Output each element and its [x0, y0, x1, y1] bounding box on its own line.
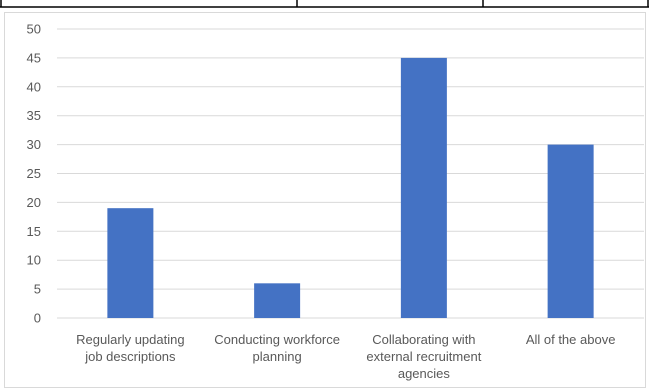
y-tick-label: 35: [27, 108, 41, 123]
x-category-label-line: external recruitment: [366, 349, 481, 364]
x-category-label: Collaborating with external recruitment ag…: [366, 332, 481, 381]
x-category-label-line: job descriptions: [84, 349, 176, 364]
x-category-label-line: Regularly updating: [76, 332, 184, 347]
bar: [400, 57, 447, 319]
y-tick-label: 30: [27, 137, 41, 152]
bar: [547, 144, 594, 318]
y-tick-label: 50: [27, 22, 41, 37]
y-tick-label: 20: [27, 195, 41, 210]
y-tick-label: 0: [34, 311, 41, 326]
y-tick-label: 25: [27, 166, 41, 181]
x-category-label: All of the above: [526, 332, 616, 347]
table-bottom-strip: [0, 0, 649, 8]
y-tick-label: 5: [34, 282, 41, 297]
bar: [254, 283, 301, 318]
bar: [107, 208, 154, 318]
y-tick-label: 40: [27, 79, 41, 94]
x-category-label-line: Conducting workforce: [214, 332, 340, 347]
x-category-label-line: planning: [253, 349, 302, 364]
x-category-label-line: All of the above: [526, 332, 616, 347]
x-category-label: Conducting workforce planning: [214, 332, 340, 364]
x-category-label-line: agencies: [398, 366, 451, 381]
x-category-label: Regularly updating job descriptions: [76, 332, 184, 364]
chart-frame: [4, 12, 646, 388]
y-tick-label: 15: [27, 224, 41, 239]
y-tick-label: 10: [27, 253, 41, 268]
y-tick-label: 45: [27, 50, 41, 65]
x-category-label-line: Collaborating with: [372, 332, 475, 347]
